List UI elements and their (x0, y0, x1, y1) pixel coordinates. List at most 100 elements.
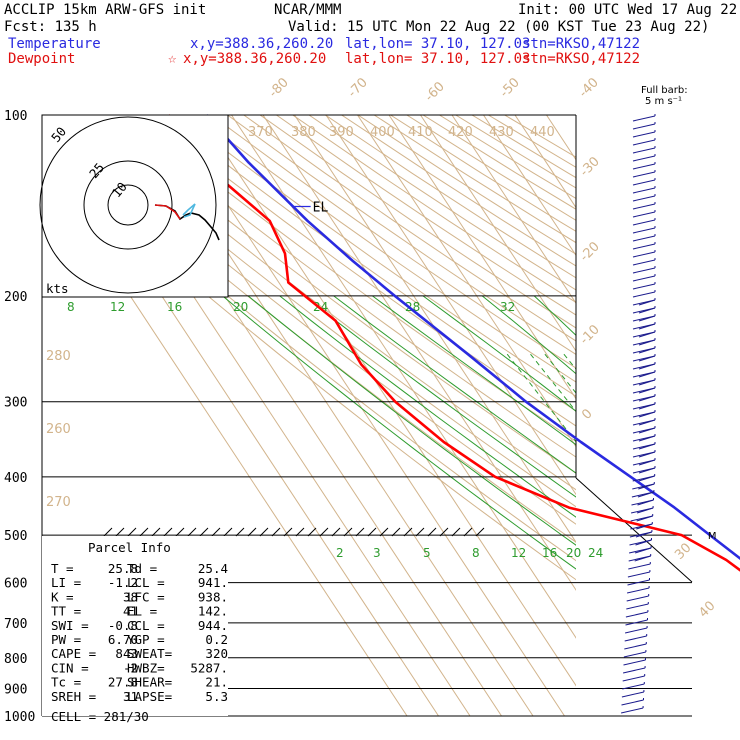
mixing-ratio-label: 28 (405, 300, 420, 314)
dry-adiabat (488, 115, 576, 168)
theta-label: 370 (248, 125, 273, 140)
isotherm-label: 40 (696, 599, 718, 621)
mixing-ratio-label: 3 (373, 546, 381, 560)
barb-legend-unit: 5 m s⁻¹ (645, 96, 682, 107)
parcel-info-cell: 31 (123, 689, 138, 704)
pressure-tick-label: 300 (4, 396, 27, 411)
moist-adiabat (222, 295, 576, 570)
barb-flag (632, 219, 656, 226)
parcel-info-cell: 27.8 (108, 675, 138, 690)
parcel-info-cell: SHEAR= (127, 675, 172, 690)
parcel-info-cell: Tc = (51, 675, 81, 690)
hodograph: 50 25 10 kts (39, 114, 229, 298)
barb-flag (632, 291, 656, 298)
parcel-info-panel (42, 536, 228, 716)
barb-flag (638, 307, 656, 314)
isotherm-label: 30 (672, 541, 694, 563)
barb-flag (632, 123, 656, 130)
barb-flag (620, 707, 644, 714)
hodograph-ring-inner (107, 184, 149, 226)
barb-flag (632, 243, 656, 250)
isotherm-line (199, 115, 576, 687)
barb-flag (636, 523, 653, 530)
theta-label: 260 (46, 422, 71, 437)
moist-adiabat (247, 295, 576, 546)
parcel-info-cell: 0.2 (205, 632, 228, 647)
barb-flag (632, 155, 656, 162)
parcel-info-cell: 320 (205, 646, 228, 661)
hatch-mark (235, 527, 245, 537)
barb-flag (638, 363, 656, 370)
theta-label: 420 (448, 125, 473, 140)
parcel-info-title: Parcel Info (88, 540, 171, 555)
isotherm-label: 0 (579, 406, 595, 422)
moist-adiabat (333, 295, 576, 474)
hatch-mark (355, 527, 365, 537)
hodograph-ring-middle (83, 160, 173, 250)
hatch-mark (463, 527, 473, 537)
barb-flag (638, 435, 656, 442)
barb-flag (623, 659, 646, 666)
barb-flag (638, 459, 656, 466)
parcel-info-cell: SWEAT= (127, 646, 172, 661)
isotherm-label: -30 (577, 154, 603, 180)
dry-adiabat (292, 115, 576, 303)
barb-flag (632, 275, 656, 282)
theta-label: 430 (489, 125, 514, 140)
hatch-mark (367, 527, 377, 537)
barb-flag (638, 483, 655, 490)
hodograph-ring-outer (39, 116, 217, 294)
parcel-info-cell: SWI = (51, 618, 89, 633)
parcel-info-cell: LAPSE= (127, 689, 172, 704)
barb-flag (624, 635, 647, 642)
hatch-mark (271, 527, 281, 537)
hatch-mark (151, 527, 161, 537)
dry-adiabat (96, 115, 576, 474)
barb-flag (636, 507, 654, 514)
barb-flag (638, 331, 656, 338)
hodograph-ring-label: 25 (86, 160, 107, 181)
hatch-mark (331, 527, 341, 537)
hodograph-ring-label: 10 (109, 179, 130, 200)
hatch-mark (283, 527, 293, 537)
hatch-mark (415, 527, 425, 537)
hatch-mark (175, 527, 185, 537)
dry-adiabat (227, 115, 576, 356)
barb-flag (636, 515, 653, 522)
isotherm-line (357, 115, 576, 448)
hatch-mark (439, 527, 449, 537)
barb-flag (637, 491, 655, 498)
isotherm-line (514, 115, 576, 209)
parcel-info-cell: 5287. (190, 660, 228, 675)
barb-flag (638, 347, 656, 354)
mixing-ratio-lines (222, 295, 576, 570)
hatch-mark (103, 527, 113, 537)
barb-flag (627, 571, 651, 578)
parcel-info-cell: LCL = (127, 575, 165, 590)
hatch-mark (199, 527, 209, 537)
theta-label: 440 (530, 125, 555, 140)
hodograph-ring-label: 50 (48, 124, 69, 145)
parcel-info-cell: Td = (127, 561, 157, 576)
barb-flag (622, 675, 645, 682)
isotherm-label: -80 (266, 75, 292, 101)
el-label: EL (313, 201, 329, 216)
moist-adiabat (303, 295, 576, 498)
barb-flag (632, 195, 656, 202)
barb-flag (638, 379, 656, 386)
dry-adiabat (161, 115, 576, 412)
isotherm-label: -60 (422, 79, 448, 105)
hatch-mark (163, 527, 173, 537)
parcel-info-cell: 843 (115, 646, 138, 661)
parcel-info-cell: 41 (123, 604, 138, 619)
dewpoint-legend: Dewpoint (8, 51, 75, 67)
isotherm-line (451, 115, 576, 305)
barb-flag (638, 467, 656, 474)
parcel-info-cell: SREH = (51, 689, 96, 704)
pressure-tick-label: 800 (4, 652, 27, 667)
barb-flag (638, 403, 656, 410)
barb-flag (632, 259, 656, 266)
isotherm-line (294, 115, 576, 544)
temperature-station: stn=RKSO,47122 (522, 36, 640, 52)
